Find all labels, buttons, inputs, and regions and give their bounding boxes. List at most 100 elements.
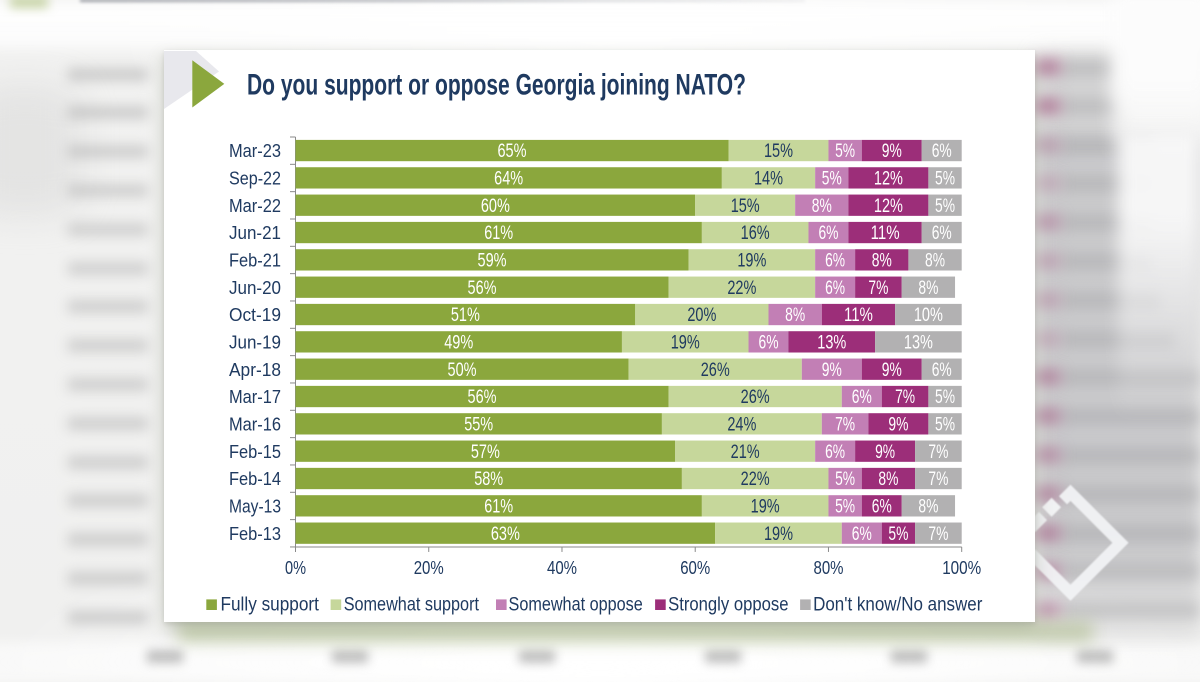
svg-text:20%: 20% <box>414 557 444 578</box>
svg-text:11%: 11% <box>871 222 900 244</box>
svg-text:50%: 50% <box>448 359 477 381</box>
svg-text:5%: 5% <box>835 140 855 162</box>
svg-text:Somewhat support: Somewhat support <box>344 594 480 616</box>
svg-text:Fully support: Fully support <box>221 594 320 616</box>
svg-text:60%: 60% <box>481 195 510 217</box>
svg-text:10%: 10% <box>914 304 943 326</box>
svg-text:Apr-18: Apr-18 <box>229 359 281 380</box>
svg-text:61%: 61% <box>484 222 513 244</box>
svg-text:Jun-20: Jun-20 <box>229 277 281 298</box>
svg-text:5%: 5% <box>835 468 855 490</box>
svg-text:100%: 100% <box>942 557 981 578</box>
svg-text:20%: 20% <box>687 304 716 326</box>
svg-text:16%: 16% <box>741 222 770 244</box>
svg-text:5%: 5% <box>935 386 955 408</box>
svg-text:19%: 19% <box>764 523 793 545</box>
svg-text:63%: 63% <box>491 523 520 545</box>
svg-text:May-13: May-13 <box>229 495 281 516</box>
svg-text:21%: 21% <box>731 441 760 463</box>
svg-text:5%: 5% <box>935 168 955 190</box>
svg-text:6%: 6% <box>932 140 952 162</box>
svg-text:5%: 5% <box>888 523 908 545</box>
svg-text:40%: 40% <box>547 557 577 578</box>
svg-text:5%: 5% <box>822 168 842 190</box>
svg-text:5%: 5% <box>835 495 855 517</box>
svg-text:6%: 6% <box>852 523 872 545</box>
svg-text:8%: 8% <box>812 195 832 217</box>
svg-text:6%: 6% <box>932 359 952 381</box>
svg-text:6%: 6% <box>818 222 838 244</box>
svg-text:7%: 7% <box>928 468 948 490</box>
svg-text:5%: 5% <box>935 195 955 217</box>
svg-text:6%: 6% <box>759 332 779 354</box>
svg-text:61%: 61% <box>484 495 513 517</box>
svg-text:6%: 6% <box>852 386 872 408</box>
svg-text:7%: 7% <box>928 523 948 545</box>
svg-text:7%: 7% <box>835 413 855 435</box>
svg-text:6%: 6% <box>825 250 845 272</box>
svg-text:8%: 8% <box>872 250 892 272</box>
svg-text:15%: 15% <box>764 140 793 162</box>
svg-text:Somewhat oppose: Somewhat oppose <box>509 594 643 616</box>
svg-text:6%: 6% <box>872 495 892 517</box>
svg-text:5%: 5% <box>935 413 955 435</box>
svg-text:60%: 60% <box>680 557 710 578</box>
svg-text:57%: 57% <box>471 441 500 463</box>
svg-text:49%: 49% <box>444 332 473 354</box>
svg-text:Mar-23: Mar-23 <box>229 140 281 161</box>
svg-text:Feb-13: Feb-13 <box>229 523 281 544</box>
svg-text:9%: 9% <box>882 359 902 381</box>
svg-text:9%: 9% <box>822 359 842 381</box>
svg-text:26%: 26% <box>701 359 730 381</box>
svg-text:Oct-19: Oct-19 <box>229 304 281 325</box>
svg-text:8%: 8% <box>878 468 898 490</box>
svg-text:Feb-14: Feb-14 <box>229 468 281 489</box>
svg-text:12%: 12% <box>874 195 903 217</box>
svg-text:19%: 19% <box>671 332 700 354</box>
svg-text:Mar-22: Mar-22 <box>229 195 281 216</box>
svg-text:22%: 22% <box>741 468 770 490</box>
svg-text:56%: 56% <box>468 386 497 408</box>
svg-text:9%: 9% <box>888 413 908 435</box>
svg-text:6%: 6% <box>825 277 845 299</box>
svg-text:Sep-22: Sep-22 <box>229 168 281 189</box>
svg-text:59%: 59% <box>478 250 507 272</box>
svg-text:12%: 12% <box>874 168 903 190</box>
svg-text:80%: 80% <box>814 557 844 578</box>
svg-text:8%: 8% <box>925 250 945 272</box>
svg-text:55%: 55% <box>464 413 493 435</box>
svg-text:7%: 7% <box>895 386 915 408</box>
svg-text:26%: 26% <box>741 386 770 408</box>
svg-text:6%: 6% <box>825 441 845 463</box>
svg-text:15%: 15% <box>731 195 760 217</box>
svg-text:9%: 9% <box>875 441 895 463</box>
svg-text:Feb-21: Feb-21 <box>229 250 281 271</box>
svg-text:7%: 7% <box>868 277 888 299</box>
svg-text:56%: 56% <box>468 277 497 299</box>
svg-text:6%: 6% <box>932 222 952 244</box>
svg-text:14%: 14% <box>754 168 783 190</box>
svg-text:9%: 9% <box>882 140 902 162</box>
svg-text:0%: 0% <box>285 557 306 578</box>
svg-text:Jun-19: Jun-19 <box>229 332 281 353</box>
svg-text:19%: 19% <box>751 495 780 517</box>
svg-text:Feb-15: Feb-15 <box>229 441 281 462</box>
svg-text:13%: 13% <box>904 332 933 354</box>
svg-text:58%: 58% <box>474 468 503 490</box>
svg-text:8%: 8% <box>918 277 938 299</box>
svg-text:Do you support or oppose Georg: Do you support or oppose Georgia joining… <box>247 69 746 102</box>
svg-text:Strongly oppose: Strongly oppose <box>668 594 788 616</box>
svg-text:Jun-21: Jun-21 <box>229 222 281 243</box>
svg-text:13%: 13% <box>817 332 846 354</box>
svg-text:64%: 64% <box>494 168 523 190</box>
svg-text:11%: 11% <box>844 304 873 326</box>
svg-text:8%: 8% <box>918 495 938 517</box>
svg-text:51%: 51% <box>451 304 480 326</box>
svg-text:7%: 7% <box>928 441 948 463</box>
svg-text:24%: 24% <box>727 413 756 435</box>
svg-text:8%: 8% <box>785 304 805 326</box>
svg-text:Don't know/No answer: Don't know/No answer <box>813 594 983 616</box>
svg-text:19%: 19% <box>737 250 766 272</box>
svg-text:65%: 65% <box>498 140 527 162</box>
svg-text:Mar-17: Mar-17 <box>229 386 281 407</box>
